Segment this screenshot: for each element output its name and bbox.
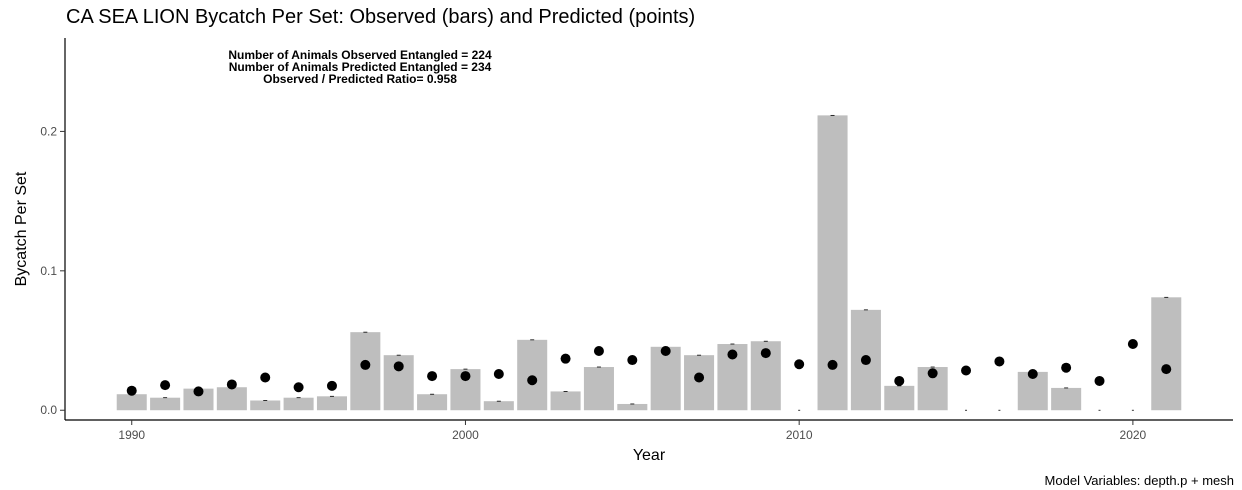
data-point <box>360 359 371 370</box>
bar <box>483 401 514 411</box>
data-point <box>326 380 337 391</box>
data-point <box>1027 368 1038 379</box>
data-point <box>293 382 304 393</box>
data-point <box>126 385 137 396</box>
data-point <box>593 345 604 356</box>
y-axis-label: Bycatch Per Set <box>13 171 30 286</box>
bar <box>283 397 314 411</box>
bar <box>316 396 347 411</box>
data-point <box>694 372 705 383</box>
data-point <box>927 368 938 379</box>
data-point <box>1127 339 1138 350</box>
bar <box>216 387 247 411</box>
bar <box>1151 297 1182 411</box>
data-point <box>527 375 538 386</box>
x-tick-label: 2010 <box>786 428 813 442</box>
annotation-line: Number of Animals Predicted Entangled = … <box>229 60 492 74</box>
x-tick-label: 2000 <box>452 428 479 442</box>
x-tick-label: 1990 <box>118 428 145 442</box>
y-tick-label: 0.1 <box>40 264 57 278</box>
annotation-line: Number of Animals Observed Entangled = 2… <box>228 48 492 62</box>
data-point <box>727 349 738 360</box>
bar <box>517 339 548 411</box>
data-point <box>760 348 771 359</box>
data-point <box>460 371 471 382</box>
bar <box>116 394 147 411</box>
data-point <box>1161 364 1172 375</box>
x-axis-label: Year <box>633 447 666 464</box>
data-point <box>393 361 404 372</box>
bar <box>650 346 681 411</box>
chart-title: CA SEA LION Bycatch Per Set: Observed (b… <box>66 6 696 28</box>
bar <box>1051 387 1082 411</box>
data-point <box>1094 375 1105 386</box>
bar <box>884 385 915 411</box>
x-tick-label: 2020 <box>1120 428 1147 442</box>
annotation-line: Observed / Predicted Ratio= 0.958 <box>263 72 457 86</box>
bar <box>183 388 214 411</box>
data-point <box>994 356 1005 367</box>
data-point <box>493 368 504 379</box>
data-point <box>794 359 805 370</box>
data-point <box>226 379 237 390</box>
data-point <box>193 386 204 397</box>
bar <box>417 394 448 411</box>
data-point <box>860 355 871 366</box>
bar <box>583 367 614 411</box>
bar <box>617 403 648 411</box>
data-point <box>660 345 671 356</box>
bar <box>150 397 181 411</box>
data-point <box>827 359 838 370</box>
bar <box>684 355 715 411</box>
bar <box>250 400 281 411</box>
data-point <box>627 355 638 366</box>
data-point <box>260 372 271 383</box>
bar <box>550 391 581 411</box>
data-point <box>427 371 438 382</box>
data-point <box>1061 362 1072 373</box>
bar <box>350 332 381 411</box>
data-point <box>961 365 972 376</box>
data-point <box>560 353 571 364</box>
y-tick-label: 0.2 <box>40 124 57 138</box>
chart-caption: Model Variables: depth.p + mesh <box>1044 473 1234 488</box>
data-point <box>160 380 171 391</box>
y-tick-label: 0.0 <box>40 403 57 417</box>
data-point <box>894 375 905 386</box>
